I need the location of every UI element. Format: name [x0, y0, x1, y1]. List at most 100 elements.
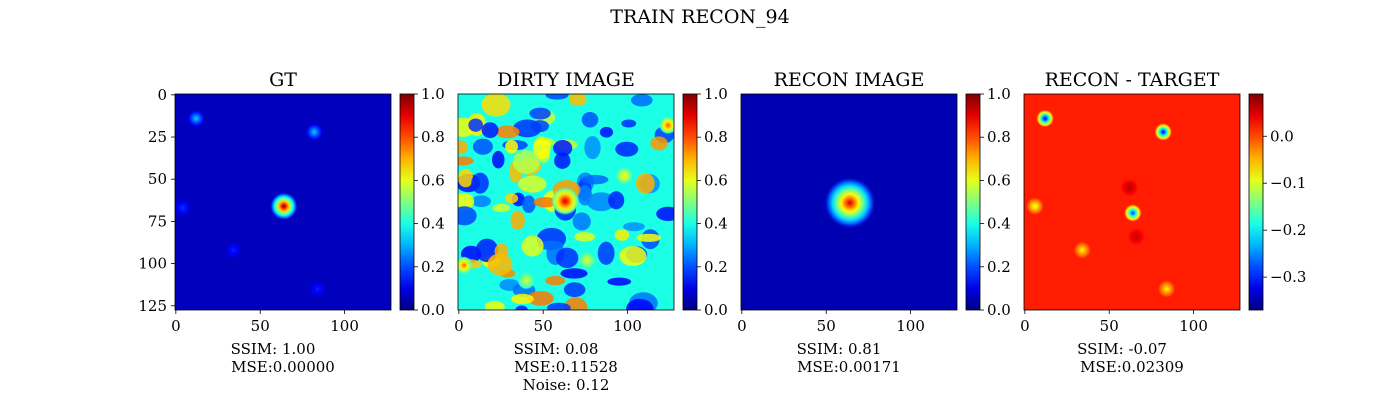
noise-speckle — [560, 268, 588, 279]
noise-speckle — [650, 136, 668, 151]
noise-speckle — [504, 193, 519, 204]
noise-speckle — [581, 111, 599, 128]
noise-speckle — [458, 140, 468, 154]
noise-speckle — [545, 94, 569, 100]
noise-speckle — [621, 119, 637, 128]
x-tick-label: 0 — [454, 317, 464, 335]
noise-speckle — [522, 195, 536, 214]
heatmap-blob — [1036, 109, 1055, 128]
heatmap-blob — [517, 271, 536, 290]
panel-1: GT 0 50 100 0 25 50 75 100 125 0.0 0.2 0.4 0.6 0.8 1.0 S… — [138, 69, 445, 376]
x-tick-label: 50 — [817, 317, 836, 335]
colorbar-tick-label: 0.8 — [987, 128, 1011, 146]
axes-frame — [740, 93, 958, 311]
metric-text: SSIM: -0.07 — [1077, 340, 1167, 358]
x-tick-label: 100 — [896, 317, 925, 335]
colorbar-tick-label: 1.0 — [987, 85, 1011, 103]
noise-speckle — [614, 229, 630, 241]
heatmap-image — [458, 94, 674, 310]
noise-speckle — [635, 173, 655, 194]
noise-speckle — [458, 168, 474, 188]
heatmap-blob — [187, 109, 206, 128]
colorbar — [399, 93, 415, 311]
panel-title: RECON IMAGE — [774, 69, 925, 91]
heatmap-blob — [269, 192, 298, 221]
heatmap-blob — [1123, 203, 1142, 222]
noise-speckle — [487, 253, 513, 276]
heatmap-blob — [659, 116, 674, 135]
colorbar-tick-label: 1.0 — [704, 85, 728, 103]
noise-speckle — [492, 203, 511, 213]
noise-speckle — [512, 150, 540, 174]
panel-4: RECON - TARGET 0 50 100 0.0 −0.1 −0.2 −0.3 SSIM:… — [1020, 69, 1306, 376]
colorbar-tick-label: 0.8 — [704, 128, 728, 146]
noise-speckle — [554, 152, 571, 169]
colorbar-tick-label: 0.4 — [704, 215, 728, 233]
noise-speckle — [615, 141, 639, 157]
heatmap-blob — [1025, 197, 1044, 216]
y-tick-label: 125 — [138, 297, 167, 315]
x-tick-label: 100 — [330, 317, 359, 335]
y-tick-label: 50 — [148, 170, 167, 188]
noise-speckle — [581, 174, 609, 185]
noise-speckle — [563, 282, 586, 298]
panel-title: GT — [269, 69, 297, 91]
colorbar-tick-label: 0.2 — [987, 258, 1011, 276]
colorbar-tick-label: 0.4 — [421, 215, 445, 233]
heatmap-image — [1024, 94, 1240, 310]
metric-text: SSIM: 0.08 — [514, 340, 599, 358]
noise-speckle — [545, 275, 566, 286]
colorbar-tick-label: 0.2 — [704, 258, 728, 276]
noise-speckle — [529, 107, 551, 120]
colorbar-tick-label: 0.0 — [704, 301, 728, 319]
colorbar — [682, 93, 698, 311]
noise-speckle — [495, 125, 520, 139]
noise-speckle — [458, 156, 474, 166]
colorbar-tick-label: 0.0 — [1270, 127, 1294, 145]
heatmap-background — [1024, 94, 1240, 310]
noise-speckle — [619, 246, 647, 267]
colorbar — [965, 93, 981, 311]
noise-speckle — [471, 195, 491, 208]
noise-speckle — [553, 140, 573, 157]
metric-text: SSIM: 1.00 — [231, 340, 316, 358]
panel-3: RECON IMAGE 0 50 100 0.0 0.2 0.4 0.6 0.8 1.0 SSIM:… — [737, 69, 1011, 376]
x-tick-label: 50 — [1100, 317, 1119, 335]
metric-text: MSE:0.00000 — [231, 358, 335, 376]
metric-text: Noise: 0.12 — [523, 376, 610, 394]
x-tick-label: 0 — [1020, 317, 1030, 335]
noise-speckle — [537, 240, 564, 251]
axes-frame — [174, 93, 392, 311]
colorbar-tick-label: −0.1 — [1270, 174, 1306, 192]
metric-text: MSE:0.00171 — [797, 358, 901, 376]
heatmap-blob — [458, 256, 473, 275]
panels: GT 0 50 100 0 25 50 75 100 125 0.0 0.2 0.4 0.6 0.8 1.0 S… — [138, 69, 1306, 394]
noise-speckle — [533, 197, 557, 208]
noise-speckle — [586, 192, 616, 212]
heatmap-blob — [1154, 122, 1173, 141]
noise-speckle — [597, 241, 615, 265]
heatmap-blob — [308, 279, 327, 298]
heatmap-image — [175, 94, 391, 310]
axes-frame — [457, 93, 675, 311]
noise-speckle — [530, 120, 549, 133]
heatmap-blob — [1127, 227, 1146, 246]
heatmap-blob — [1120, 178, 1139, 197]
colorbar-tick-label: −0.3 — [1270, 268, 1306, 286]
heatmap-blob — [1157, 279, 1176, 298]
noise-speckle — [608, 191, 625, 210]
heatmap-image — [741, 94, 957, 310]
colorbar-tick-label: 0.0 — [987, 301, 1011, 319]
noise-speckle — [491, 150, 505, 169]
colorbar-tick-label: 0.6 — [987, 171, 1011, 189]
noise-speckle — [481, 94, 511, 117]
panel-title: RECON - TARGET — [1045, 69, 1220, 91]
noise-speckle — [607, 277, 632, 286]
noise-speckle — [656, 206, 674, 221]
heatmap-blob — [578, 251, 597, 270]
heatmap-blob — [224, 241, 243, 260]
panel-title: DIRTY IMAGE — [497, 69, 635, 91]
noise-speckle — [515, 305, 528, 310]
noise-speckle — [636, 233, 662, 242]
